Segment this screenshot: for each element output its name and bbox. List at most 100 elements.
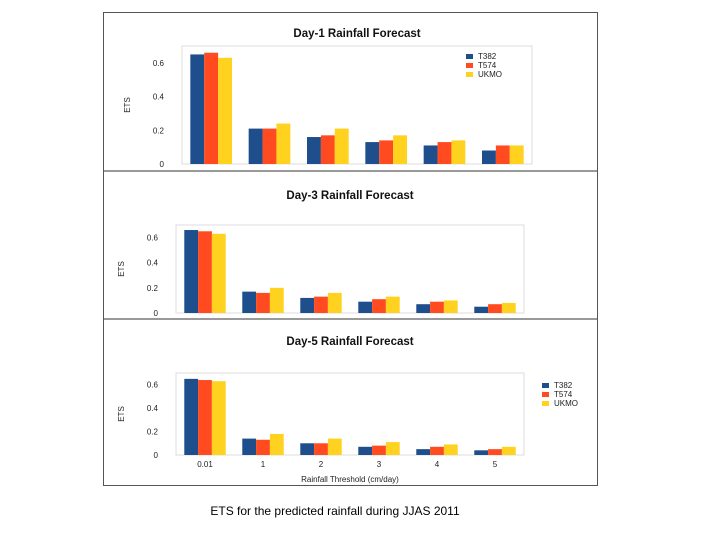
bar-ukmo-4 [451, 140, 466, 164]
bar-ukmo-1 [269, 287, 284, 313]
y-tick-label: 0 [154, 451, 159, 460]
bar-t574-3 [372, 299, 386, 313]
bar-ukmo-5 [509, 145, 524, 164]
bar-t382-4 [416, 449, 431, 455]
legend-swatch-t574 [466, 63, 473, 68]
y-axis-label: ETS [123, 97, 132, 113]
bar-t574-3 [372, 445, 386, 455]
bar-t574-0.01 [204, 52, 219, 164]
bar-t382-0.01 [184, 378, 199, 455]
chart-panel-3: Day-5 Rainfall Forecast 0 0.2 0.4 0.6 ETS 0.01… [117, 336, 578, 484]
bar-t382-2 [300, 297, 315, 313]
legend-swatch-t382 [466, 54, 473, 59]
bar-t574-1 [262, 128, 277, 164]
chart-panel-1: Day-1 Rainfall Forecast 0 0.2 0.4 0.6 ETS T382… [123, 28, 533, 169]
y-tick-label: 0.2 [153, 126, 165, 135]
bar-t382-5 [474, 450, 489, 455]
y-tick-label: 0.2 [147, 284, 159, 293]
bar-t574-4 [430, 301, 444, 313]
figure-caption: ETS for the predicted rainfall during JJ… [210, 504, 460, 518]
bar-t574-4 [430, 446, 444, 455]
legend-swatch-t574 [542, 392, 549, 397]
x-tick-label: 1 [261, 460, 266, 469]
x-tick-label: 3 [377, 460, 382, 469]
charts-svg: Day-1 Rainfall Forecast 0 0.2 0.4 0.6 ETS T382… [104, 28, 597, 484]
legend-swatch-ukmo [466, 72, 473, 77]
bar-t574-1 [256, 439, 270, 455]
legend-label-ukmo: UKMO [554, 399, 578, 408]
y-tick-label: 0.2 [147, 428, 159, 437]
bar-t382-3 [358, 301, 373, 313]
bar-t574-5 [488, 304, 502, 313]
plot-area [181, 45, 533, 165]
bar-t574-5 [495, 145, 510, 164]
plot-area [175, 224, 525, 314]
y-axis-label: ETS [117, 406, 126, 422]
legend-label-ukmo: UKMO [478, 70, 502, 79]
y-axis-label: ETS [117, 261, 126, 277]
bar-t382-5 [482, 150, 496, 164]
bar-t382-0.01 [190, 54, 205, 164]
legend-label-t382: T382 [554, 381, 573, 390]
bar-t382-1 [242, 291, 257, 313]
y-tick-label: 0.4 [147, 404, 159, 413]
bar-t382-2 [307, 137, 321, 164]
bar-ukmo-3 [385, 442, 400, 455]
y-tick-label: 0.6 [147, 381, 159, 390]
bar-t382-1 [248, 128, 263, 164]
bar-t382-3 [365, 142, 380, 164]
bar-t574-2 [314, 296, 328, 313]
bar-ukmo-5 [501, 446, 516, 455]
chart-title: Day-5 Rainfall Forecast [286, 336, 413, 348]
bar-ukmo-4 [443, 300, 458, 313]
bar-t574-2 [320, 135, 335, 164]
chart-title: Day-1 Rainfall Forecast [293, 28, 420, 40]
bar-ukmo-0.01 [211, 381, 226, 455]
bar-ukmo-2 [327, 292, 342, 313]
bar-t382-4 [416, 304, 431, 313]
bar-ukmo-2 [334, 128, 349, 164]
y-tick-label: 0.6 [147, 234, 159, 243]
bar-t382-3 [358, 446, 373, 455]
legend-swatch-t382 [542, 383, 549, 388]
chart-panel-2: Day-3 Rainfall Forecast 0 0.2 0.4 0.6 ETS [117, 190, 525, 318]
bar-ukmo-1 [276, 123, 291, 164]
bar-ukmo-5 [501, 302, 516, 313]
y-tick-label: 0.4 [147, 259, 159, 268]
bar-t574-5 [488, 449, 502, 455]
x-tick-label: 5 [493, 460, 498, 469]
bar-ukmo-0.01 [211, 233, 226, 313]
bar-t382-1 [242, 438, 257, 455]
y-tick-label: 0.6 [153, 59, 165, 68]
x-tick-label: 2 [319, 460, 324, 469]
y-tick-label: 0 [154, 309, 159, 318]
plot-area [175, 372, 525, 456]
chart-title: Day-3 Rainfall Forecast [286, 190, 413, 202]
x-axis-label: Rainfall Threshold (cm/day) [301, 475, 399, 484]
bar-t574-3 [379, 140, 394, 164]
bar-t382-0.01 [184, 230, 199, 313]
y-tick-label: 0.4 [153, 93, 165, 102]
bar-t574-2 [314, 443, 328, 455]
bar-ukmo-4 [443, 444, 458, 455]
bar-t382-4 [423, 145, 438, 164]
legend-label-t574: T574 [554, 390, 573, 399]
y-tick-label: 0 [160, 160, 165, 169]
bar-t574-0.01 [198, 380, 212, 455]
bar-ukmo-1 [269, 433, 284, 455]
x-tick-label: 4 [435, 460, 440, 469]
legend-label-t382: T382 [478, 52, 497, 61]
bar-ukmo-2 [327, 438, 342, 455]
bar-t382-5 [474, 306, 489, 313]
bar-t382-2 [300, 443, 315, 455]
bar-t574-4 [437, 142, 452, 164]
bar-ukmo-0.01 [218, 57, 232, 164]
bar-ukmo-3 [393, 135, 407, 164]
bar-t574-0.01 [198, 231, 212, 313]
figure-frame: Day-1 Rainfall Forecast 0 0.2 0.4 0.6 ETS T382… [103, 12, 598, 486]
bar-t574-1 [256, 292, 270, 313]
legend-swatch-ukmo [542, 401, 549, 406]
x-tick-label: 0.01 [197, 460, 213, 469]
bar-ukmo-3 [385, 296, 400, 313]
legend-label-t574: T574 [478, 61, 497, 70]
